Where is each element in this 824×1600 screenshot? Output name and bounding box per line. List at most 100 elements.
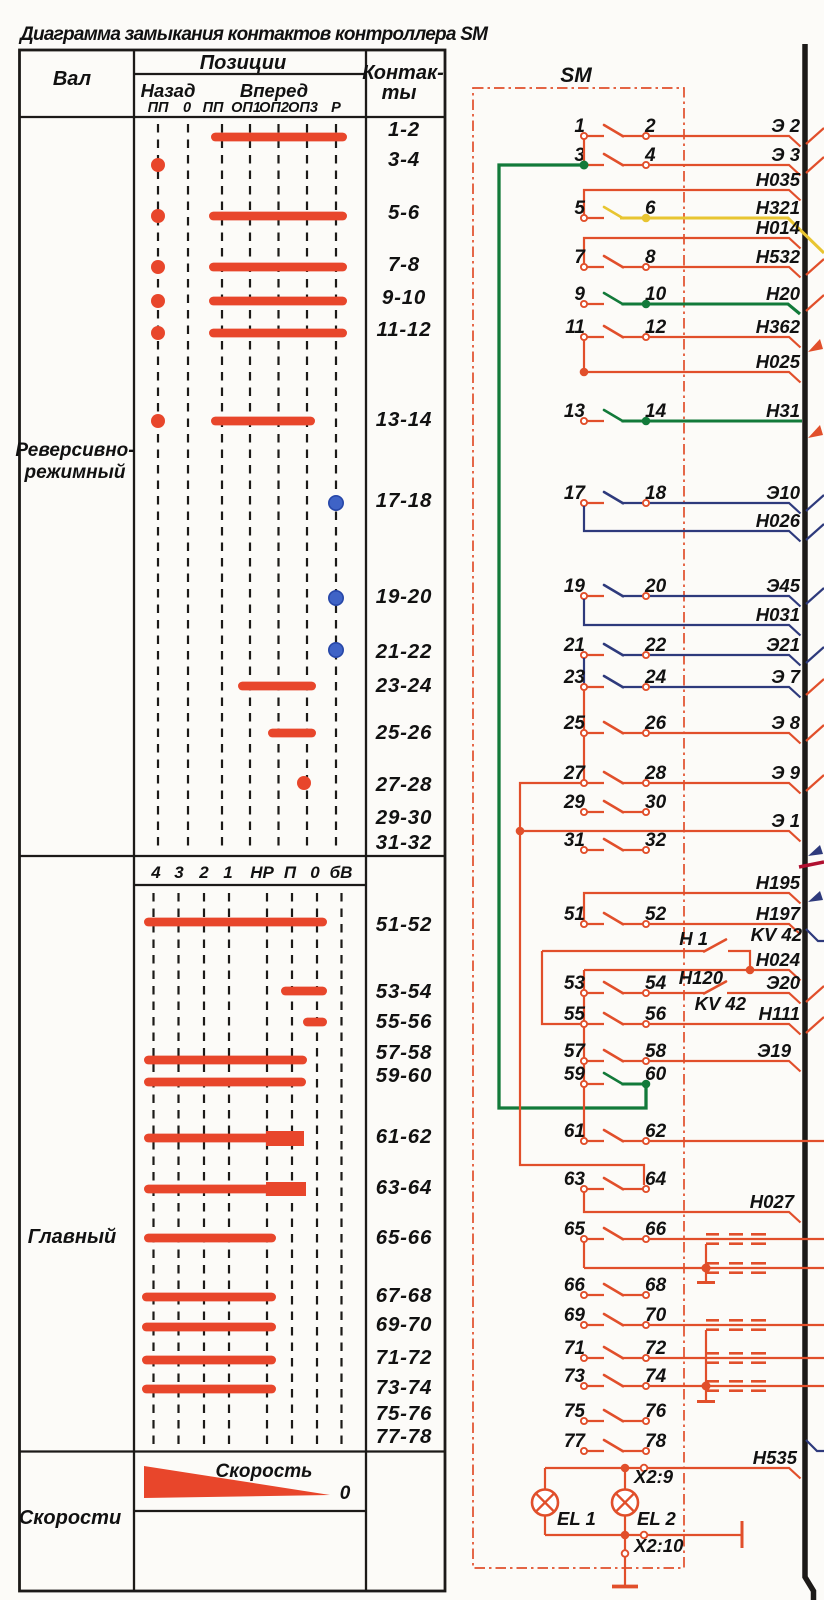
- svg-text:Н111: Н111: [759, 1003, 800, 1024]
- svg-text:SM: SM: [560, 64, 592, 87]
- svg-text:69: 69: [564, 1305, 586, 1326]
- svg-text:61: 61: [564, 1121, 585, 1142]
- svg-text:1-2: 1-2: [388, 118, 420, 141]
- svg-text:25-26: 25-26: [375, 721, 432, 744]
- svg-text:Реверсивно-: Реверсивно-: [15, 440, 134, 461]
- svg-text:0: 0: [183, 100, 191, 116]
- svg-text:3: 3: [574, 145, 585, 166]
- svg-text:Н026: Н026: [756, 510, 801, 531]
- svg-text:53-54: 53-54: [376, 980, 432, 1003]
- svg-text:73: 73: [564, 1366, 586, 1387]
- svg-text:Э21: Э21: [766, 634, 800, 655]
- svg-text:KV 42: KV 42: [695, 993, 747, 1014]
- svg-text:режимный: режимный: [24, 462, 126, 483]
- svg-text:11-12: 11-12: [377, 318, 432, 341]
- svg-text:63: 63: [564, 1169, 586, 1190]
- svg-text:7-8: 7-8: [388, 253, 420, 276]
- svg-text:Н014: Н014: [756, 217, 800, 238]
- svg-text:75-76: 75-76: [376, 1402, 432, 1425]
- svg-text:2: 2: [198, 863, 209, 882]
- svg-text:56: 56: [645, 1004, 667, 1025]
- svg-text:Контак-: Контак-: [362, 62, 444, 84]
- svg-text:65: 65: [564, 1219, 586, 1240]
- svg-text:1: 1: [223, 863, 232, 882]
- svg-text:ОП1: ОП1: [231, 100, 261, 116]
- svg-text:19: 19: [564, 576, 586, 597]
- svg-text:21: 21: [563, 635, 585, 656]
- svg-text:71-72: 71-72: [376, 1346, 432, 1369]
- svg-text:69-70: 69-70: [376, 1313, 432, 1336]
- svg-text:13: 13: [564, 401, 586, 422]
- svg-text:64: 64: [645, 1169, 667, 1190]
- svg-text:ты: ты: [382, 82, 417, 104]
- svg-text:30: 30: [645, 792, 667, 813]
- svg-text:18: 18: [645, 483, 667, 504]
- svg-text:67-68: 67-68: [376, 1284, 432, 1307]
- svg-text:X2:9: X2:9: [633, 1466, 674, 1487]
- svg-text:58: 58: [645, 1041, 667, 1062]
- svg-text:ПП: ПП: [203, 100, 224, 116]
- svg-text:бВ: бВ: [330, 863, 353, 882]
- svg-text:7: 7: [574, 247, 586, 268]
- svg-text:ПП: ПП: [148, 100, 169, 116]
- svg-text:10: 10: [645, 284, 667, 305]
- svg-text:X2:10: X2:10: [633, 1535, 684, 1556]
- svg-text:5-6: 5-6: [388, 201, 420, 224]
- svg-text:63-64: 63-64: [376, 1176, 432, 1199]
- svg-text:25: 25: [563, 713, 586, 734]
- svg-text:54: 54: [645, 973, 667, 994]
- svg-text:77: 77: [564, 1431, 587, 1452]
- svg-text:Э19: Э19: [757, 1040, 792, 1061]
- svg-text:11: 11: [565, 317, 585, 338]
- svg-text:23: 23: [563, 667, 586, 688]
- svg-text:71: 71: [564, 1338, 585, 1359]
- svg-text:Р: Р: [331, 100, 341, 116]
- svg-text:27: 27: [563, 763, 587, 784]
- svg-text:6: 6: [645, 198, 656, 219]
- svg-text:24: 24: [644, 667, 667, 688]
- svg-text:13-14: 13-14: [376, 408, 432, 431]
- svg-text:Н31: Н31: [766, 400, 800, 421]
- svg-text:Н532: Н532: [756, 246, 801, 267]
- svg-text:0: 0: [340, 1483, 351, 1504]
- svg-text:26: 26: [644, 713, 667, 734]
- svg-text:17-18: 17-18: [376, 489, 432, 512]
- svg-text:Н031: Н031: [756, 604, 800, 625]
- svg-text:EL 1: EL 1: [557, 1508, 596, 1529]
- svg-text:57: 57: [564, 1041, 587, 1062]
- svg-text:77-78: 77-78: [376, 1425, 432, 1448]
- svg-text:65-66: 65-66: [376, 1226, 432, 1249]
- svg-text:29: 29: [563, 792, 586, 813]
- svg-text:8: 8: [645, 247, 656, 268]
- svg-text:Э 7: Э 7: [771, 666, 801, 687]
- svg-text:Н025: Н025: [756, 351, 801, 372]
- svg-text:Н027: Н027: [750, 1191, 796, 1212]
- svg-text:70: 70: [645, 1305, 667, 1326]
- svg-text:27-28: 27-28: [375, 773, 432, 796]
- svg-text:51-52: 51-52: [376, 913, 432, 936]
- svg-text:19-20: 19-20: [376, 585, 432, 608]
- svg-text:Э 1: Э 1: [771, 810, 800, 831]
- svg-text:Э 9: Э 9: [771, 762, 800, 783]
- svg-text:Э 3: Э 3: [771, 144, 800, 165]
- svg-text:66: 66: [564, 1275, 586, 1296]
- svg-text:73-74: 73-74: [376, 1376, 432, 1399]
- svg-text:9: 9: [574, 284, 585, 305]
- svg-text:Н535: Н535: [753, 1447, 798, 1468]
- svg-text:Главный: Главный: [28, 1226, 117, 1248]
- svg-text:55: 55: [564, 1004, 586, 1025]
- svg-text:Позиции: Позиции: [200, 52, 286, 74]
- svg-text:Вперед: Вперед: [240, 80, 308, 101]
- svg-text:3-4: 3-4: [388, 148, 420, 171]
- svg-text:П: П: [284, 863, 297, 882]
- svg-text:4: 4: [150, 863, 161, 882]
- svg-text:62: 62: [645, 1121, 667, 1142]
- svg-text:12: 12: [645, 317, 667, 338]
- svg-text:Э10: Э10: [766, 482, 801, 503]
- svg-text:57-58: 57-58: [376, 1041, 432, 1064]
- svg-text:74: 74: [645, 1366, 667, 1387]
- svg-text:Скорость: Скорость: [216, 1461, 313, 1482]
- svg-text:66: 66: [645, 1219, 667, 1240]
- svg-text:Н362: Н362: [756, 316, 801, 337]
- svg-text:ОП2: ОП2: [259, 100, 289, 116]
